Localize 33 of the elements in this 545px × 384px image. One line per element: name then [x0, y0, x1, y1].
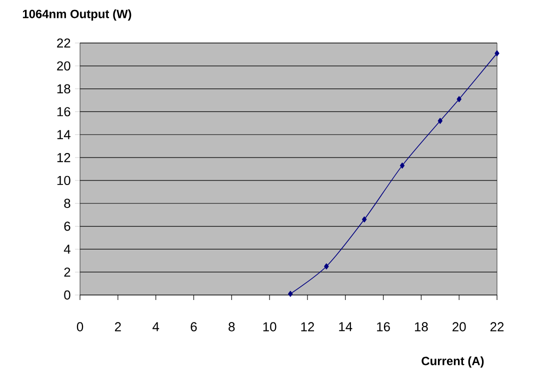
x-tick-label: 4: [152, 322, 160, 332]
x-tick-label: 6: [190, 322, 197, 332]
point: [324, 263, 329, 270]
point: [494, 50, 500, 56]
x-tick-label: 2: [114, 322, 121, 332]
y-tick-label: 8: [64, 198, 70, 208]
y-tick-label: 0: [64, 290, 70, 300]
y-tick-label: 6: [64, 222, 70, 231]
y-tick-label: 14: [57, 130, 70, 140]
y-tick-label: 10: [57, 176, 70, 186]
x-tick-label: 16: [377, 322, 390, 332]
y-tick-label: 16: [57, 107, 70, 116]
x-tick-label: 8: [228, 322, 235, 332]
x-tick-label: 18: [414, 322, 428, 332]
y-tick-label: 4: [64, 244, 70, 254]
y-tick-label: 22: [57, 38, 70, 48]
x-tick-label: 0: [76, 322, 84, 332]
x-tick-label: 12: [301, 322, 314, 332]
y-tick-label: 12: [57, 153, 70, 162]
x-axis-title: Current (A): [422, 356, 484, 368]
point: [288, 290, 293, 297]
point: [400, 162, 405, 169]
y-axis-title: 1064nm Output (W): [22, 9, 132, 21]
point: [362, 216, 367, 222]
x-tick-label: 22: [490, 322, 504, 332]
x-tick-label: 10: [263, 322, 276, 332]
x-tick-label: 20: [452, 322, 466, 332]
point: [456, 96, 462, 102]
y-tick-label: 18: [57, 84, 70, 94]
x-tick-label: 14: [339, 322, 352, 332]
point: [438, 118, 442, 124]
y-tick-label: 2: [64, 268, 70, 277]
y-tick-label: 20: [57, 61, 70, 70]
